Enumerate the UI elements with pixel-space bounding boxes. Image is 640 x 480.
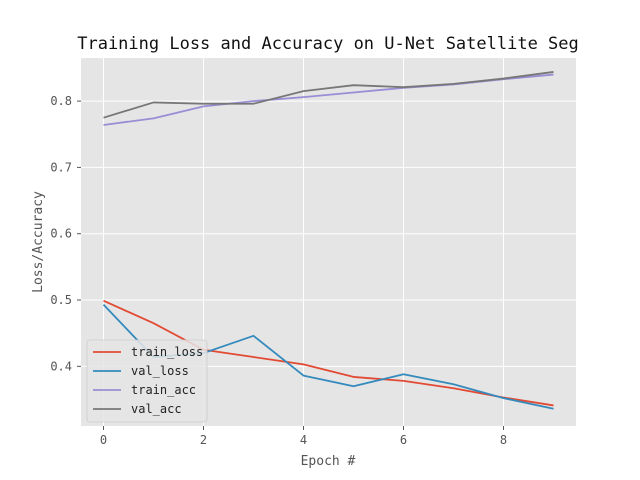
- legend-label: val_acc: [131, 402, 182, 416]
- y-tick-label: 0.8: [50, 94, 72, 108]
- series-layer: [102, 71, 554, 410]
- legend-label: train_loss: [131, 345, 203, 359]
- chart-title: Training Loss and Accuracy on U-Net Sate…: [77, 34, 579, 54]
- y-tick-label: 0.7: [50, 160, 72, 174]
- legend-box: [86, 339, 208, 423]
- legend-label: train_acc: [131, 383, 196, 397]
- x-tick-label: 2: [200, 433, 207, 447]
- x-tick-label: 8: [500, 433, 507, 447]
- legend-label: val_loss: [131, 364, 189, 378]
- y-tick-label: 0.5: [50, 293, 72, 307]
- ticks: 0 2 4 6 8 0.4 0.5 0.6 0.7 0.8: [50, 94, 507, 447]
- x-tick-label: 4: [300, 433, 307, 447]
- y-axis-label: Loss/Accuracy: [31, 191, 46, 293]
- legend: train_loss val_loss train_acc val_acc: [86, 339, 208, 423]
- series-line-val-acc: [103, 71, 554, 119]
- y-tick-label: 0.6: [50, 227, 72, 241]
- series-line-train-loss: [103, 299, 554, 407]
- x-axis-label: Epoch #: [301, 454, 356, 469]
- grid: [81, 58, 576, 426]
- x-tick-label: 6: [400, 433, 407, 447]
- y-tick-label: 0.4: [50, 359, 72, 373]
- x-tick-label: 0: [100, 433, 107, 447]
